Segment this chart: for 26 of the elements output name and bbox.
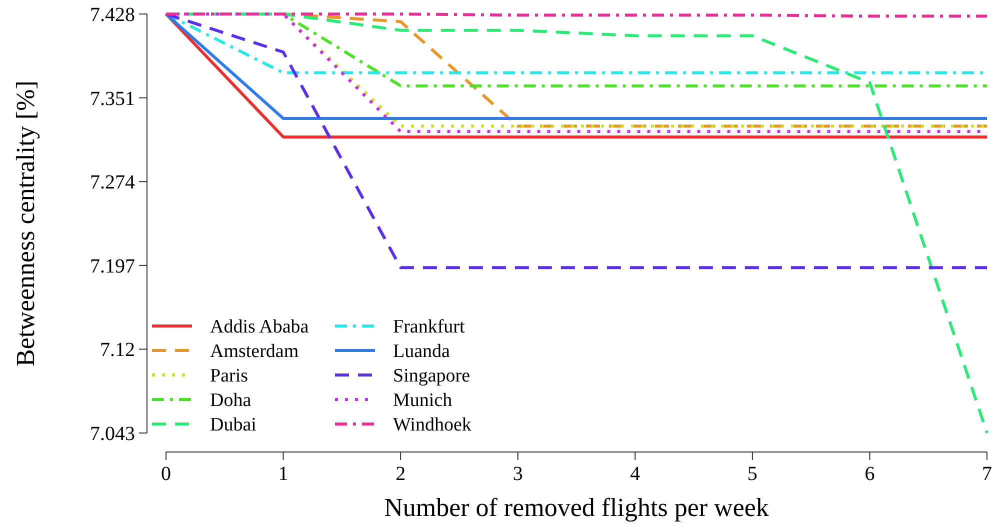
legend-label: Singapore bbox=[393, 366, 470, 387]
x-tick-label: 4 bbox=[630, 463, 640, 485]
y-tick-label: 7.12 bbox=[100, 339, 135, 362]
y-tick-label: 7.197 bbox=[90, 255, 135, 278]
legend-label: Windhoek bbox=[393, 414, 472, 436]
y-tick-label: 7.428 bbox=[90, 4, 135, 26]
x-tick-label: 7 bbox=[982, 463, 992, 485]
y-tick-label: 7.351 bbox=[90, 88, 135, 110]
x-tick-label: 3 bbox=[512, 463, 523, 485]
legend-label: Dubai bbox=[210, 414, 256, 436]
y-tick-label: 7.274 bbox=[90, 172, 135, 194]
legend-label: Doha bbox=[210, 390, 252, 412]
y-tick-label: 7.043 bbox=[90, 423, 135, 445]
legend-label: Addis Ababa bbox=[210, 316, 310, 338]
y-axis-title: Betweenness centrality [%] bbox=[11, 80, 40, 366]
legend-label: Amsterdam bbox=[210, 341, 299, 362]
legend-label: Frankfurt bbox=[393, 316, 466, 338]
x-tick-label: 0 bbox=[161, 463, 171, 485]
x-tick-label: 6 bbox=[864, 463, 875, 485]
x-tick-label: 1 bbox=[278, 463, 288, 485]
x-tick-label: 2 bbox=[396, 463, 406, 485]
legend-label: Munich bbox=[393, 390, 453, 412]
x-tick-label: 5 bbox=[747, 463, 758, 485]
legend-label: Luanda bbox=[393, 341, 451, 362]
x-axis-title: Number of removed flights per week bbox=[384, 493, 769, 522]
legend-label: Paris bbox=[210, 366, 248, 387]
